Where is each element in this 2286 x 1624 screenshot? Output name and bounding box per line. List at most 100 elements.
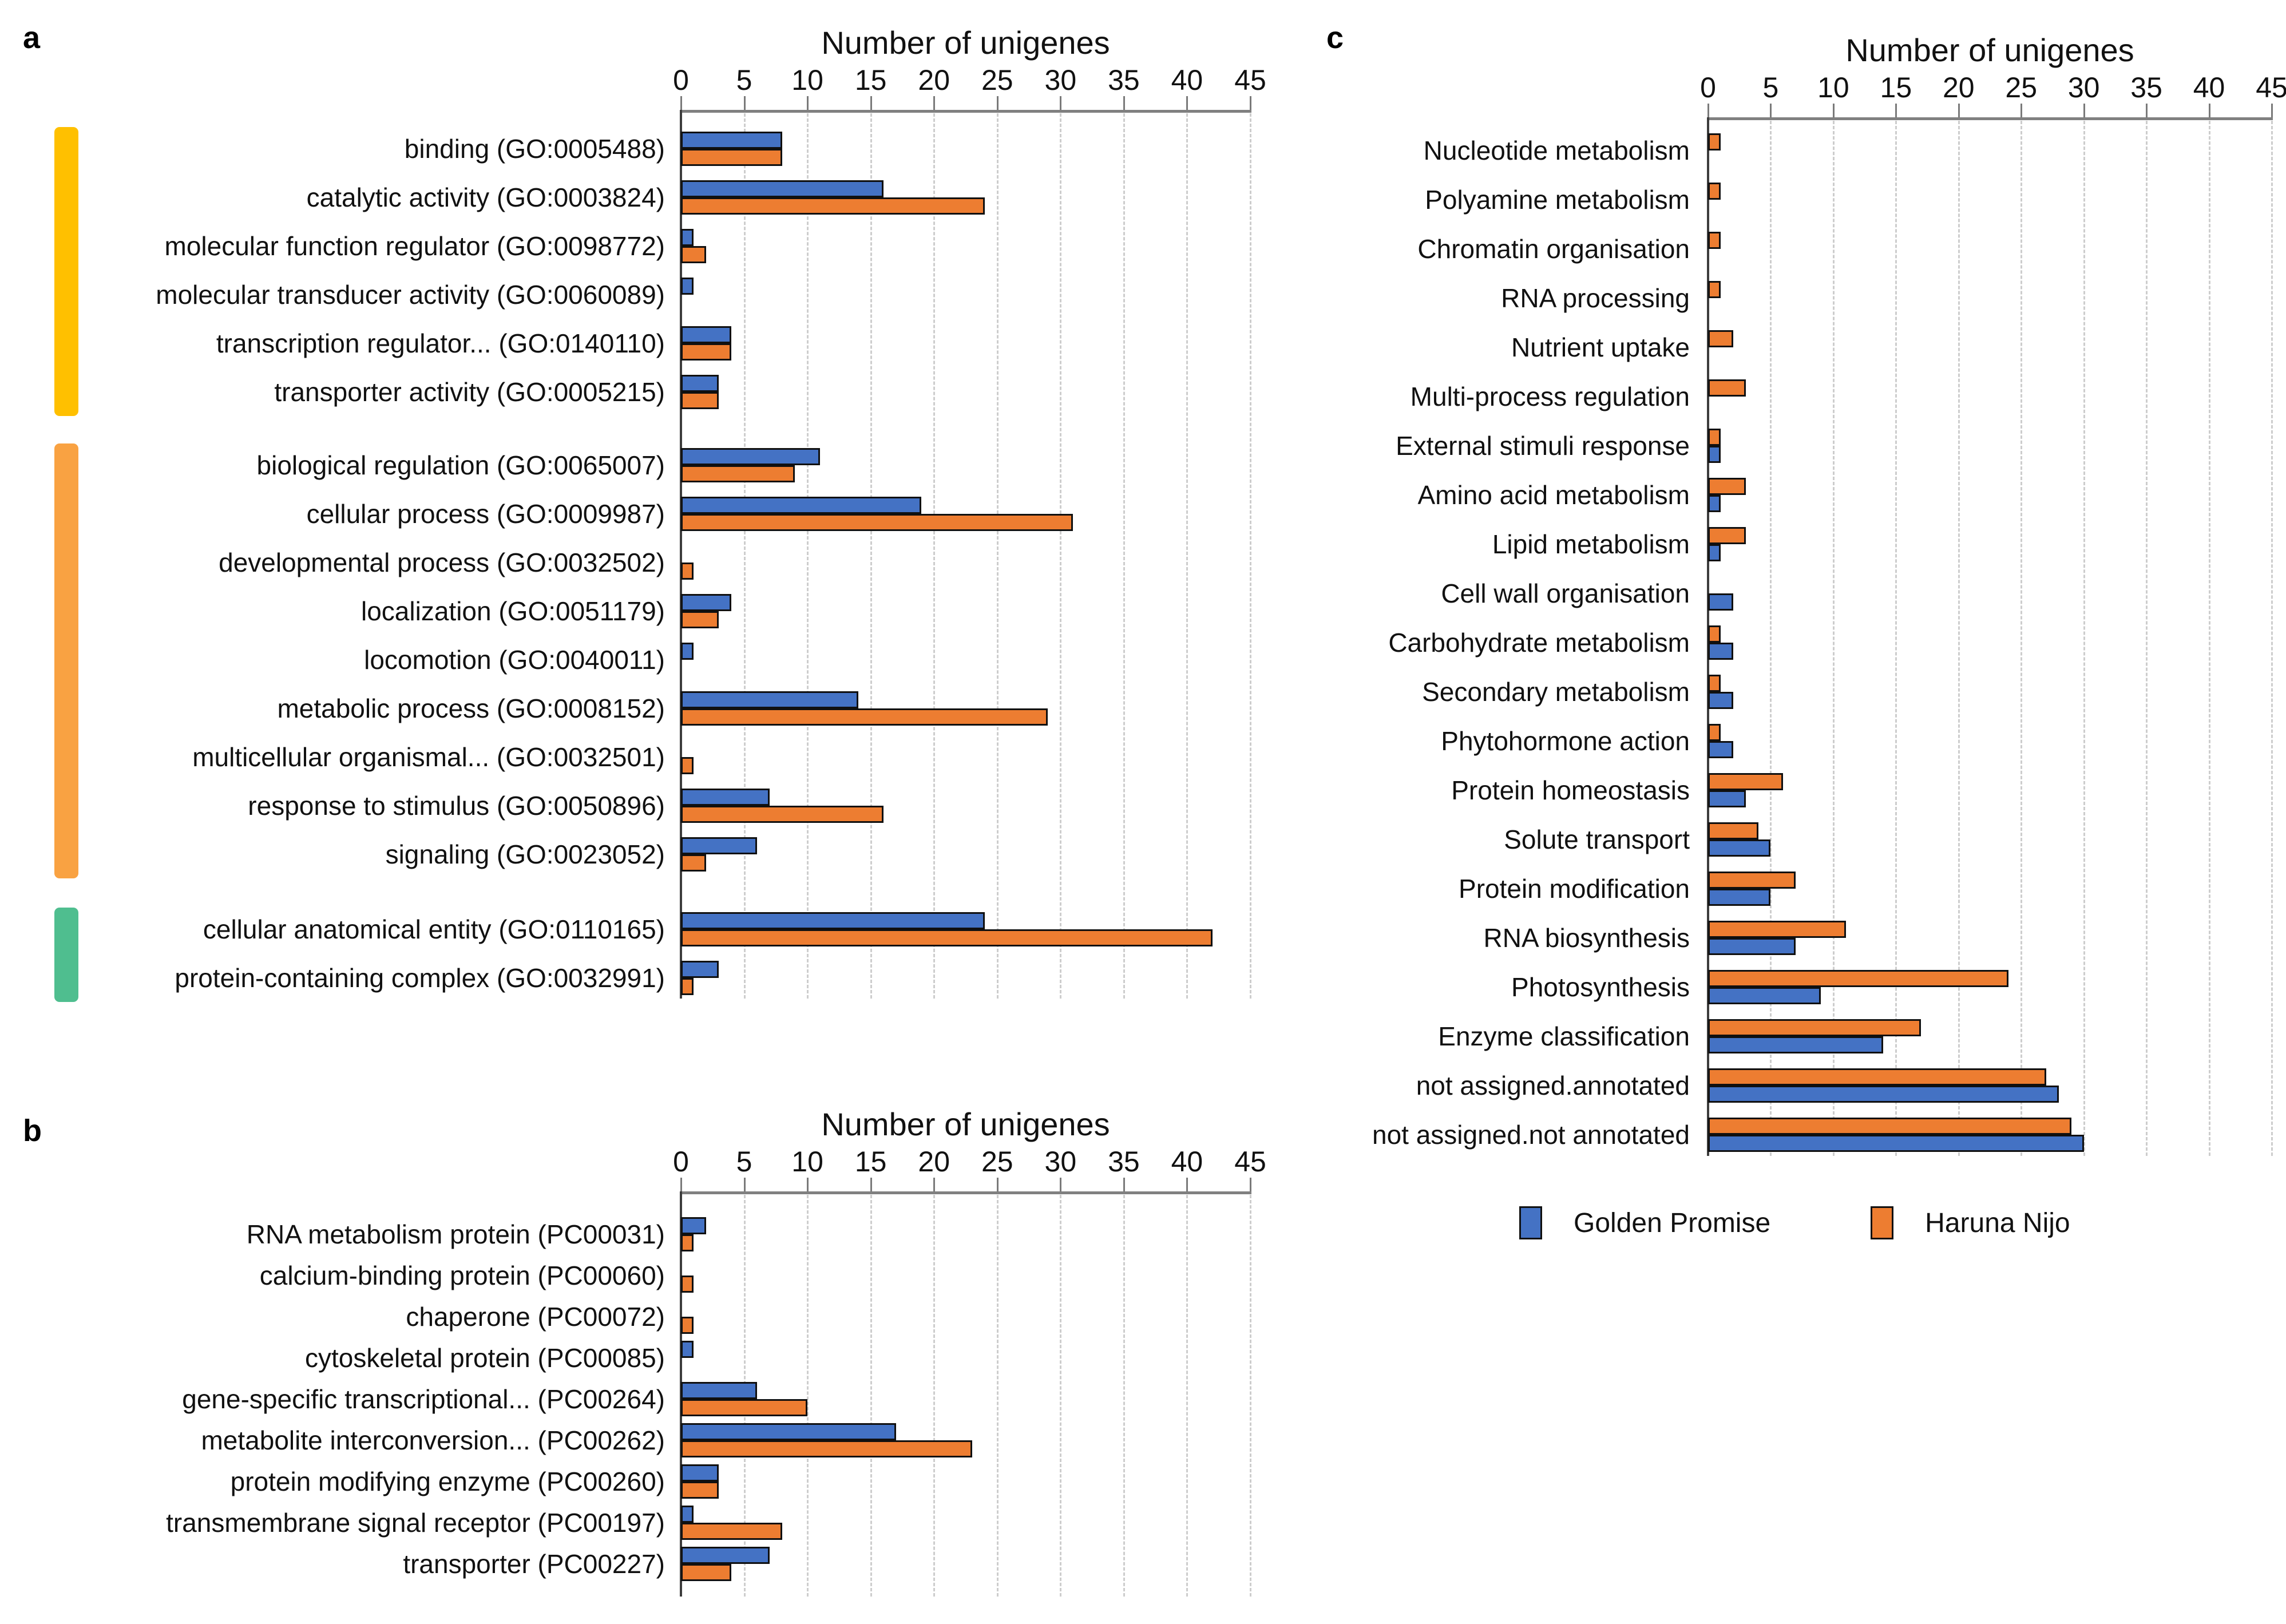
- x-axis-tick: [743, 96, 746, 110]
- bar-haruna-nijo: [681, 563, 694, 580]
- x-axis-tick: [870, 96, 872, 110]
- category-group-bar-cellular-component: [54, 908, 78, 1002]
- x-axis-tick: [933, 96, 936, 110]
- bar-haruna-nijo: [1708, 872, 1796, 889]
- category-label: Chromatin organisation: [1417, 234, 1690, 264]
- bar-golden-promise: [681, 691, 858, 708]
- category-label: Amino acid metabolism: [1417, 480, 1690, 510]
- bar-haruna-nijo: [1708, 133, 1721, 150]
- bar-golden-promise: [1708, 1135, 2084, 1152]
- bar-haruna-nijo: [681, 149, 782, 166]
- bar-haruna-nijo: [1708, 625, 1721, 643]
- bar-golden-promise: [681, 497, 922, 514]
- x-axis-tick: [1123, 1178, 1125, 1191]
- bar-golden-promise: [681, 229, 694, 246]
- bar-golden-promise: [1708, 495, 1721, 512]
- category-label: Nutrient uptake: [1511, 332, 1690, 362]
- category-label: transporter (PC00227): [403, 1549, 665, 1579]
- category-label: multicellular organismal... (GO:0032501): [192, 742, 665, 772]
- axis-tick-label: 45: [1234, 1146, 1266, 1178]
- bar-golden-promise: [1708, 741, 1733, 758]
- axis-tick-label: 45: [2256, 72, 2286, 104]
- x-axis-tick: [1250, 1178, 1251, 1191]
- x-axis-tick: [1770, 104, 1772, 117]
- x-axis-tick: [743, 1178, 746, 1191]
- category-label: not assigned.not annotated: [1372, 1120, 1690, 1150]
- bar-haruna-nijo: [681, 1234, 694, 1251]
- x-axis-tick: [870, 1178, 872, 1191]
- bar-golden-promise: [681, 1382, 757, 1399]
- bar-haruna-nijo: [681, 1399, 808, 1416]
- bar-haruna-nijo: [1708, 379, 1746, 397]
- bar-golden-promise: [1708, 1036, 1884, 1053]
- category-label: protein-containing complex (GO:0032991): [175, 963, 665, 993]
- category-label: signaling (GO:0023052): [385, 839, 665, 869]
- category-label: catalytic activity (GO:0003824): [306, 183, 665, 212]
- category-label: binding (GO:0005488): [404, 134, 665, 164]
- axis-tick-label: 5: [736, 1146, 752, 1178]
- plot-area-c: Nucleotide metabolism Polyamine metabolis…: [1372, 104, 2273, 1156]
- category-group-bar-molecular-function: [54, 127, 78, 416]
- x-axis-line: [680, 1191, 1251, 1194]
- axis-tick-label: 35: [1108, 1146, 1140, 1178]
- gridline: [807, 113, 809, 999]
- category-label: Phytohormone action: [1441, 726, 1690, 756]
- x-axis-tick: [1186, 96, 1188, 110]
- bar-golden-promise: [1708, 987, 1821, 1004]
- gridline: [933, 1195, 936, 1597]
- gridline: [1060, 113, 1062, 999]
- axis-tick-label: 10: [791, 1146, 823, 1178]
- category-label: transcription regulator... (GO:0140110): [216, 328, 665, 358]
- bar-haruna-nijo: [1708, 724, 1721, 741]
- bar-haruna-nijo: [681, 757, 694, 774]
- bar-golden-promise: [1708, 593, 1733, 611]
- bar-golden-promise: [681, 1464, 719, 1482]
- axis-tick-label: 25: [981, 64, 1013, 96]
- panel-label-a: a: [23, 21, 41, 55]
- x-axis-tick: [1060, 96, 1062, 110]
- axis-tick-label: 40: [1171, 64, 1203, 96]
- gridline: [870, 113, 872, 999]
- gridline: [2208, 121, 2210, 1156]
- plot-area-b: RNA metabolism protein (PC00031) calcium-…: [166, 1178, 1251, 1597]
- x-axis-tick: [1707, 104, 1709, 117]
- bar-golden-promise: [681, 837, 757, 854]
- category-label: response to stimulus (GO:0050896): [248, 791, 665, 821]
- gridline: [1123, 1195, 1125, 1597]
- bar-haruna-nijo: [681, 806, 884, 823]
- category-label: External stimuli response: [1396, 431, 1690, 461]
- category-label: RNA metabolism protein (PC00031): [246, 1219, 665, 1249]
- axis-tick-label: 10: [791, 64, 823, 96]
- category-label: biological regulation (GO:0065007): [256, 450, 665, 480]
- bar-haruna-nijo: [1708, 1019, 1921, 1036]
- bar-haruna-nijo: [1708, 330, 1733, 347]
- bar-haruna-nijo: [681, 1564, 732, 1581]
- axis-tick-label: 45: [1234, 64, 1266, 96]
- x-axis-tick: [1250, 96, 1251, 110]
- axis-tick-label: 40: [2193, 72, 2225, 104]
- category-label: protein modifying enzyme (PC00260): [230, 1467, 665, 1496]
- category-label: RNA biosynthesis: [1483, 923, 1690, 953]
- category-label: Secondary metabolism: [1422, 677, 1690, 707]
- category-label: Multi-process regulation: [1410, 382, 1690, 411]
- category-label: cellular anatomical entity (GO:0110165): [203, 914, 665, 944]
- gridline: [1123, 113, 1125, 999]
- category-label: RNA processing: [1501, 283, 1690, 313]
- legend-item-golden-promise: Golden Promise: [1519, 1206, 1770, 1239]
- axis-tick-label: 20: [918, 64, 950, 96]
- bar-haruna-nijo: [681, 197, 985, 215]
- bar-haruna-nijo: [681, 708, 1048, 726]
- bar-haruna-nijo: [1708, 970, 2009, 987]
- gridline: [2271, 121, 2273, 1156]
- axis-tick-label: 25: [2005, 72, 2038, 104]
- category-label: transporter activity (GO:0005215): [274, 377, 665, 407]
- bar-golden-promise: [681, 278, 694, 295]
- axis-title-a: Number of unigenes: [821, 25, 1110, 61]
- gridline: [2146, 121, 2148, 1156]
- bar-golden-promise: [681, 1506, 694, 1523]
- x-axis-line: [1707, 117, 2273, 120]
- bar-haruna-nijo: [681, 1317, 694, 1334]
